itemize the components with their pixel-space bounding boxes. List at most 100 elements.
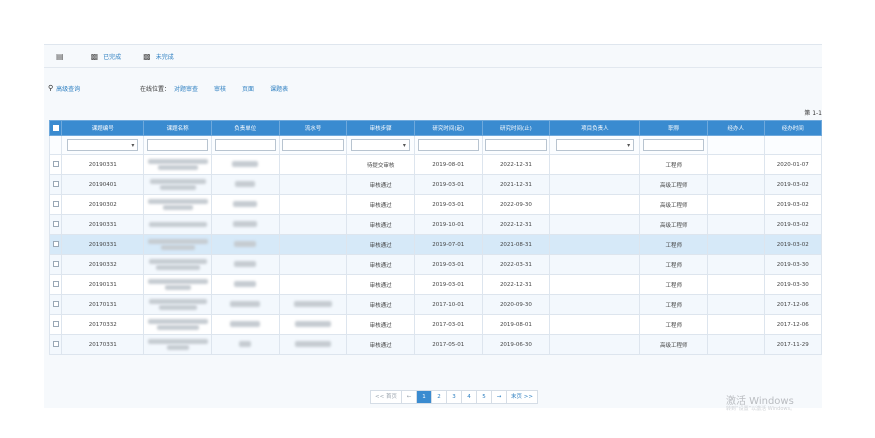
step-filter-select[interactable] <box>351 139 410 151</box>
start-date-cell: 2019-03-01 <box>413 274 483 295</box>
leader-cell <box>549 314 641 335</box>
table-row[interactable]: 20190401 审核通过 2019-03-01 2021-12-31 高级工程… <box>48 174 822 195</box>
page-button-3[interactable]: 3 <box>447 391 462 403</box>
handler-cell <box>707 334 765 355</box>
row-checkbox[interactable] <box>48 334 63 355</box>
step-cell[interactable]: 审核通过 <box>346 234 415 255</box>
row-checkbox[interactable] <box>48 314 63 335</box>
serial-filter-input[interactable] <box>282 139 344 151</box>
breadcrumb-item[interactable]: 课题表 <box>270 85 289 93</box>
project-id-cell: 20190401 <box>61 174 145 195</box>
tab-incomplete[interactable]: ▩ 未完成 <box>143 52 174 61</box>
project-name-cell <box>143 254 212 275</box>
column-header[interactable]: 课题编号 <box>61 120 145 136</box>
page-button-1[interactable]: 1 <box>416 391 432 403</box>
prev-page-button[interactable]: ← <box>402 391 417 403</box>
table-row[interactable]: 20170131 审核通过 2017-10-01 2020-09-30 工程师 … <box>48 294 822 315</box>
column-header[interactable]: 项目负责人 <box>549 120 641 136</box>
column-header[interactable]: 课题名称 <box>143 120 212 136</box>
column-header[interactable]: 经办时间 <box>763 120 822 136</box>
project-id-cell: 20170331 <box>61 334 145 355</box>
row-checkbox[interactable] <box>48 294 63 315</box>
step-cell[interactable]: 审核通过 <box>346 314 415 335</box>
page-button-5[interactable]: 5 <box>477 391 492 403</box>
row-checkbox[interactable] <box>48 194 63 215</box>
column-header[interactable]: 研究时间(起) <box>413 120 483 136</box>
row-checkbox[interactable] <box>48 154 63 175</box>
step-cell[interactable]: 审核通过 <box>346 274 415 295</box>
unit-cell <box>210 274 280 295</box>
step-cell[interactable]: 审核通过 <box>346 334 415 355</box>
last-page-button[interactable]: 末页 >> <box>510 394 533 400</box>
serial-cell <box>278 294 348 315</box>
handle-date-cell: 2017-11-29 <box>763 334 822 355</box>
serial-cell <box>278 314 348 335</box>
next-page-button[interactable]: → <box>492 391 507 403</box>
filter-cell <box>210 135 280 155</box>
breadcrumb: 在线位置： 对题审查 审核 页面 课题表 <box>140 84 304 93</box>
pagination: << 首页 ← 1 2 3 4 5 → 末页 >> <box>370 390 538 404</box>
title-filter-input[interactable] <box>643 139 705 151</box>
table-row[interactable]: 20190332 审核通过 2019-03-01 2022-03-31 工程师 … <box>48 254 822 275</box>
tab-home[interactable]: ▤ <box>56 52 69 61</box>
row-checkbox[interactable] <box>48 254 63 275</box>
handler-cell <box>707 194 765 215</box>
table-row[interactable]: 20170331 审核通过 2017-05-01 2019-06-30 高级工程… <box>48 334 822 355</box>
breadcrumb-item[interactable]: 页面 <box>242 85 255 93</box>
step-cell[interactable]: 审核通过 <box>346 254 415 275</box>
handler-cell <box>707 294 765 315</box>
breadcrumb-item[interactable]: 审核 <box>214 85 227 93</box>
column-header[interactable]: 流水号 <box>278 120 348 136</box>
column-header[interactable]: 审核步骤 <box>346 120 415 136</box>
column-header[interactable]: 经办人 <box>707 120 765 136</box>
column-header[interactable]: 负责单位 <box>210 120 280 136</box>
row-checkbox[interactable] <box>48 234 63 255</box>
id-filter-select[interactable] <box>67 139 139 151</box>
column-header[interactable]: 职称 <box>639 120 709 136</box>
table-row[interactable]: 20170332 审核通过 2017-03-01 2019-08-01 工程师 … <box>48 314 822 335</box>
title-cell: 高级工程师 <box>639 174 709 195</box>
page-button-2[interactable]: 2 <box>432 391 447 403</box>
start-date-cell: 2017-05-01 <box>413 334 483 355</box>
end-date-cell: 2022-12-31 <box>481 214 551 235</box>
handle-date-cell: 2019-03-02 <box>763 214 822 235</box>
breadcrumb-item[interactable]: 对题审查 <box>174 85 199 93</box>
first-page-button[interactable]: << 首页 <box>371 391 402 403</box>
table-row[interactable]: 20190331 待提交审核 2019-08-01 2022-12-31 工程师… <box>48 154 822 175</box>
tab-bar: ▤ ▩ 已完成 ▩ 未完成 <box>44 45 822 68</box>
step-cell[interactable]: 待提交审核 <box>346 154 415 175</box>
table-row[interactable]: 20190302 审核通过 2019-03-01 2022-09-30 高级工程… <box>48 194 822 215</box>
table-row[interactable]: 20190331 审核通过 2019-10-01 2022-12-31 高级工程… <box>48 214 822 235</box>
unit-cell <box>210 254 280 275</box>
title-cell: 高级工程师 <box>639 214 709 235</box>
page-range-info: 第 1-1 <box>804 110 822 117</box>
title-cell: 高级工程师 <box>639 334 709 355</box>
start-date-cell: 2017-10-01 <box>413 294 483 315</box>
tab-completed[interactable]: ▩ 已完成 <box>91 52 122 61</box>
unit-filter-input[interactable] <box>214 139 276 151</box>
name-filter-input[interactable] <box>146 139 209 151</box>
row-checkbox[interactable] <box>48 174 63 195</box>
leader-cell <box>549 174 641 195</box>
start-date-cell: 2019-03-01 <box>413 254 483 275</box>
step-cell[interactable]: 审核通过 <box>346 294 415 315</box>
advanced-search-link[interactable]: ⚲ 高级查询 <box>48 84 80 93</box>
project-id-cell: 20170332 <box>61 314 145 335</box>
table-row[interactable]: 20190131 审核通过 2019-03-01 2022-12-31 工程师 … <box>48 274 822 295</box>
project-id-cell: 20190131 <box>61 274 145 295</box>
step-cell[interactable]: 审核通过 <box>346 214 415 235</box>
leader-cell <box>549 254 641 275</box>
select-all-checkbox[interactable] <box>48 120 63 136</box>
row-checkbox[interactable] <box>48 274 63 295</box>
start-filter-input[interactable] <box>417 139 479 151</box>
leader-filter-select[interactable] <box>555 139 635 151</box>
step-cell[interactable]: 审核通过 <box>346 174 415 195</box>
page-button-4[interactable]: 4 <box>462 391 477 403</box>
row-checkbox[interactable] <box>48 214 63 235</box>
end-filter-input[interactable] <box>485 139 547 151</box>
handle-date-cell: 2019-03-02 <box>763 234 822 255</box>
step-cell[interactable]: 审核通过 <box>346 194 415 215</box>
column-header[interactable]: 研究时间(止) <box>481 120 551 136</box>
table-row-selected[interactable]: 20190331 审核通过 2019-07-01 2021-08-31 工程师 … <box>48 234 822 255</box>
serial-cell <box>278 154 348 175</box>
